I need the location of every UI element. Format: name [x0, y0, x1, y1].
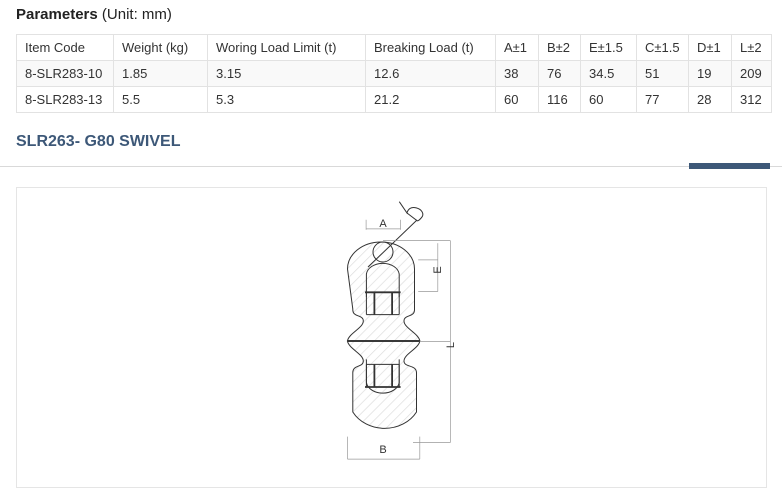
svg-text:A: A: [379, 218, 387, 230]
svg-text:B: B: [379, 444, 386, 456]
svg-text:L: L: [445, 342, 457, 348]
svg-text:E: E: [432, 266, 444, 273]
